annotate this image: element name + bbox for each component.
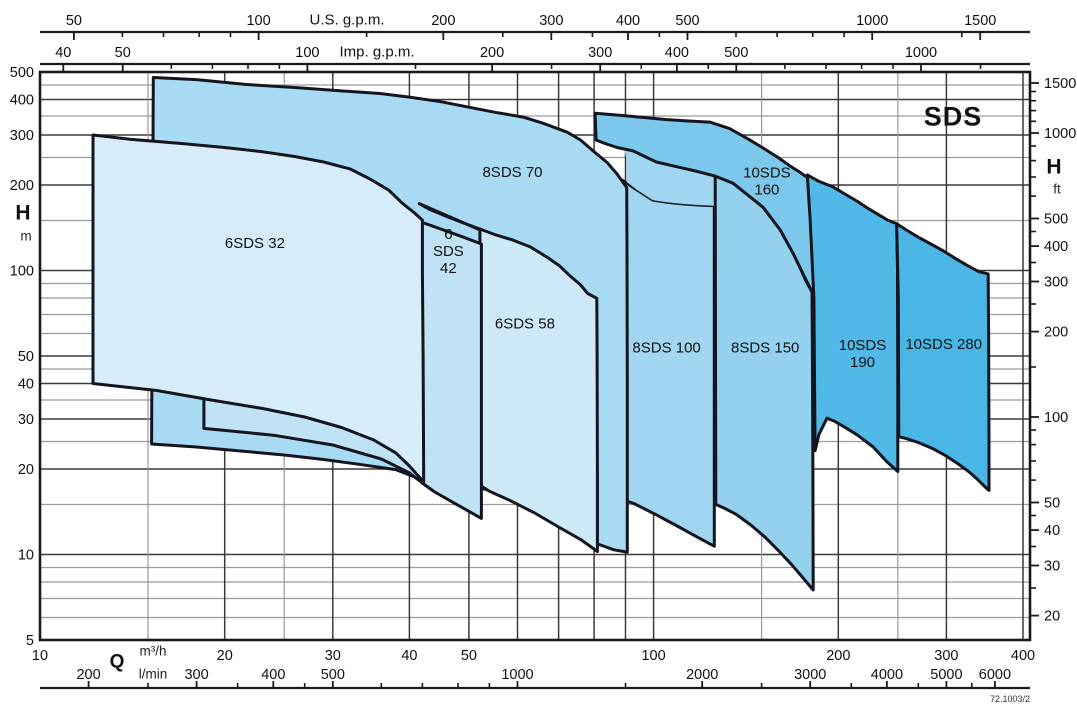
envelope-label: 10SDS [839,337,887,354]
svg-text:50: 50 [66,13,82,29]
envelope-label: 42 [440,260,457,277]
svg-text:200: 200 [76,667,100,683]
imp-gpm-scale: 40 50 100 200 300 400 500 1000 [40,45,1030,72]
envelope-8sds-100-upper-patch [624,149,716,206]
svg-text:1000: 1000 [856,13,888,29]
svg-text:1000: 1000 [1044,126,1076,142]
q-lmin-scale: 200 300 400 500 1000 2000 3000 4000 5000 6000 [40,667,1030,690]
svg-text:200: 200 [431,13,455,29]
svg-text:200: 200 [826,648,850,664]
svg-text:500: 500 [10,65,34,81]
q-m3h-labels: 10 20 30 40 50 100 200 300 400 [32,648,1035,664]
svg-text:1500: 1500 [1044,76,1076,92]
svg-text:100: 100 [295,45,319,61]
svg-text:500: 500 [321,667,345,683]
svg-text:300: 300 [10,128,34,144]
svg-text:20: 20 [217,648,233,664]
document-code: 72.1003/2 [989,694,1030,704]
head-axis-title-right: H [1046,155,1062,179]
svg-text:200: 200 [10,178,34,194]
svg-text:1000: 1000 [905,45,937,61]
svg-text:3000: 3000 [794,667,826,683]
svg-text:10: 10 [18,548,34,564]
svg-text:100: 100 [1044,410,1068,426]
right-axis: 1500 1000 500 400 300 200 100 50 40 30 20 [1030,76,1076,625]
head-unit-left: m [20,228,32,244]
svg-text:400: 400 [1011,648,1035,664]
svg-text:50: 50 [115,45,131,61]
svg-text:5: 5 [26,633,34,649]
svg-text:30: 30 [325,648,341,664]
envelope-label: 6 [444,226,452,243]
svg-text:5000: 5000 [930,667,962,683]
envelope-label: SDS [433,243,464,260]
svg-text:1500: 1500 [964,13,996,29]
svg-text:300: 300 [539,13,563,29]
imp-gpm-axis-title: Imp. g.p.m. [339,43,415,61]
svg-text:40: 40 [1044,523,1060,539]
svg-text:400: 400 [10,93,34,109]
svg-text:20: 20 [18,462,34,478]
envelope-label: 160 [754,181,779,198]
svg-text:50: 50 [461,648,477,664]
svg-text:200: 200 [1044,325,1068,341]
envelope-10sds-280 [895,222,991,492]
svg-text:100: 100 [246,13,270,29]
pump-envelopes [91,76,991,592]
svg-text:300: 300 [184,667,208,683]
svg-text:6000: 6000 [979,667,1011,683]
envelope-label: 190 [850,354,875,371]
envelope-6sds-32 [91,133,426,484]
svg-text:500: 500 [1044,212,1068,228]
svg-text:30: 30 [18,412,34,428]
svg-text:10: 10 [32,648,48,664]
svg-text:300: 300 [588,45,612,61]
svg-text:400: 400 [665,45,689,61]
svg-text:40: 40 [18,377,34,393]
svg-text:40: 40 [55,45,71,61]
head-unit-right: ft [1053,181,1061,197]
svg-text:50: 50 [18,349,34,365]
svg-text:2000: 2000 [686,667,718,683]
plot-frame [38,70,1032,642]
svg-text:200: 200 [480,45,504,61]
svg-text:100: 100 [10,264,34,280]
svg-text:400: 400 [261,667,285,683]
flow-axis-title: Q [109,651,125,673]
envelope-label: 10SDS 280 [905,336,982,353]
us-gpm-scale: 50 100 200 300 400 500 1000 1500 [40,13,1030,40]
flow-unit-m3h: m³/h [139,643,167,659]
svg-text:500: 500 [675,13,699,29]
svg-text:400: 400 [1044,239,1068,255]
svg-text:4000: 4000 [871,667,903,683]
envelope-10sds-190 [805,173,900,473]
left-axis-labels: 500 400 300 200 100 50 40 30 20 10 5 [10,65,34,649]
envelope-label: 6SDS 32 [225,235,285,252]
envelope-label: 10SDS [743,164,791,181]
svg-text:40: 40 [401,648,417,664]
envelope-label: 8SDS 150 [731,340,799,357]
envelope-label: 6SDS 58 [495,316,555,333]
svg-text:1000: 1000 [501,667,533,683]
series-family-badge: SDS [923,101,983,132]
svg-text:400: 400 [616,13,640,29]
envelope-label: 8SDS 70 [482,164,542,181]
head-axis-title-left: H [15,201,31,225]
envelope-label: 8SDS 100 [632,340,700,357]
svg-text:50: 50 [1044,496,1060,512]
svg-text:100: 100 [641,648,665,664]
svg-text:500: 500 [724,45,748,61]
svg-text:30: 30 [1044,559,1060,575]
flow-unit-lmin: l/min [138,666,168,682]
us-gpm-axis-title: U.S. g.p.m. [309,11,385,29]
svg-text:20: 20 [1044,609,1060,625]
svg-text:300: 300 [934,648,958,664]
svg-text:300: 300 [1044,275,1068,291]
